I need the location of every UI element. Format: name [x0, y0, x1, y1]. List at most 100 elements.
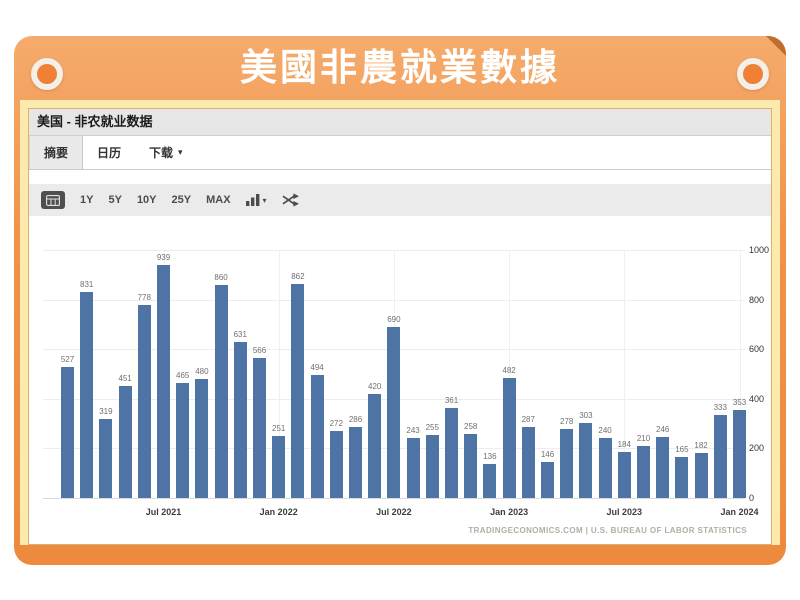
- corner-fold-decoration: [766, 36, 786, 56]
- bar-chart-type-icon: [245, 194, 259, 206]
- x-axis-baseline: [43, 498, 745, 499]
- y-tick-label: 600: [749, 344, 765, 355]
- compare-shuffle-icon[interactable]: [282, 193, 301, 207]
- page-title: 美國非農就業數據: [240, 45, 560, 89]
- range-25y-button[interactable]: 25Y: [171, 194, 192, 206]
- bar[interactable]: [579, 422, 593, 498]
- tab-calendar-label: 日历: [97, 146, 122, 160]
- bar-value-label: 255: [425, 422, 439, 432]
- bar-chart: TRADINGECONOMICS.COM | U.S. BUREAU OF LA…: [29, 109, 773, 546]
- bar[interactable]: [483, 464, 497, 498]
- range-max-button[interactable]: MAX: [206, 194, 231, 206]
- y-tick-label: 400: [749, 393, 765, 404]
- bar[interactable]: [176, 382, 190, 498]
- bar-value-label: 778: [137, 293, 151, 303]
- bar-value-label: 243: [406, 425, 420, 435]
- bar[interactable]: [713, 415, 727, 498]
- bar[interactable]: [502, 378, 516, 498]
- x-tick-label: Jul 2022: [376, 507, 412, 517]
- bar[interactable]: [349, 427, 362, 498]
- bar-value-label: 353: [732, 398, 747, 408]
- range-5y-button[interactable]: 5Y: [108, 194, 122, 206]
- bar[interactable]: [195, 378, 209, 498]
- bar-value-label: 480: [195, 366, 209, 376]
- bar-value-label: 184: [617, 440, 631, 450]
- bar[interactable]: [445, 408, 458, 498]
- bar[interactable]: [541, 461, 554, 498]
- bar[interactable]: [80, 291, 94, 498]
- gridline-y: [43, 250, 745, 251]
- bar[interactable]: [598, 438, 612, 498]
- tab-summary[interactable]: 摘要: [29, 136, 84, 169]
- title-band: 美國非農就業數據: [14, 36, 786, 100]
- bar[interactable]: [387, 326, 401, 498]
- bar-value-label: 136: [483, 452, 497, 462]
- bar[interactable]: [329, 430, 343, 498]
- bar[interactable]: [61, 367, 74, 498]
- range-1y-button[interactable]: 1Y: [80, 194, 94, 206]
- bar-value-label: 482: [502, 366, 516, 376]
- bar[interactable]: [310, 375, 324, 498]
- bar-value-label: 566: [252, 345, 267, 355]
- source-credit: TRADINGECONOMICS.COM | U.S. BUREAU OF LA…: [468, 526, 747, 535]
- calendar-button[interactable]: [41, 191, 65, 209]
- ring-decoration-left: [31, 58, 63, 90]
- bar[interactable]: [233, 341, 247, 498]
- bar-value-label: 182: [694, 440, 708, 450]
- tab-summary-label: 摘要: [44, 146, 69, 160]
- bar[interactable]: [656, 436, 670, 498]
- bar-value-label: 939: [156, 253, 171, 263]
- bar[interactable]: [617, 452, 631, 498]
- bar[interactable]: [253, 357, 266, 498]
- x-tick-label: Jan 2022: [259, 507, 298, 517]
- bar[interactable]: [637, 445, 650, 498]
- x-tick-label: Jan 2023: [490, 507, 529, 517]
- bar[interactable]: [675, 457, 689, 498]
- chart-type-button[interactable]: ▾: [245, 194, 267, 206]
- chart-panel: 美国 - 非农就业数据 摘要 日历 下载 ▾: [28, 108, 772, 545]
- bar-value-label: 319: [99, 406, 113, 416]
- bar-value-label: 631: [233, 329, 247, 339]
- x-tick-label: Jul 2023: [606, 507, 643, 517]
- tab-calendar[interactable]: 日历: [83, 136, 135, 169]
- chevron-down-icon: ▾: [262, 195, 267, 205]
- bar[interactable]: [214, 284, 228, 498]
- bar[interactable]: [425, 434, 439, 498]
- bar[interactable]: [137, 305, 151, 498]
- gridline-y: [43, 299, 745, 301]
- bar-value-label: 333: [713, 403, 727, 413]
- bar[interactable]: [291, 284, 305, 498]
- bar-value-label: 210: [636, 433, 651, 443]
- bar[interactable]: [118, 386, 132, 498]
- bar-value-label: 286: [348, 415, 363, 425]
- bar[interactable]: [521, 426, 535, 498]
- bar-value-label: 465: [176, 370, 190, 380]
- bar[interactable]: [157, 265, 170, 498]
- y-tick-label: 200: [749, 443, 765, 454]
- bar[interactable]: [99, 418, 113, 498]
- calendar-icon: [46, 194, 60, 206]
- poster-frame: 美國非農就業數據 美国 - 非农就业数据 摘要 日历 下载 ▾: [14, 36, 786, 565]
- range-10y-button[interactable]: 10Y: [136, 194, 157, 206]
- x-tick-label: Jan 2024: [720, 507, 759, 517]
- bar-value-label: 303: [579, 410, 593, 420]
- widget-title: 美国 - 非农就业数据: [29, 109, 771, 136]
- bar[interactable]: [560, 429, 574, 498]
- bar-value-label: 420: [368, 381, 382, 391]
- bar-value-label: 287: [521, 414, 535, 424]
- bar[interactable]: [272, 435, 286, 498]
- bar-value-label: 246: [656, 424, 670, 434]
- tab-download-label: 下载: [149, 146, 174, 160]
- bar[interactable]: [406, 437, 420, 498]
- tab-download[interactable]: 下载 ▾: [135, 136, 197, 169]
- bar-value-label: 361: [444, 396, 459, 406]
- bar-value-label: 690: [387, 314, 401, 324]
- bar[interactable]: [733, 410, 746, 498]
- tab-bar: 摘要 日历 下载 ▾: [29, 136, 771, 170]
- bar-value-label: 165: [675, 445, 689, 455]
- bar-value-label: 527: [60, 355, 75, 365]
- y-tick-label: 1000: [749, 245, 770, 255]
- bar[interactable]: [464, 434, 478, 498]
- bar[interactable]: [694, 452, 708, 498]
- bar[interactable]: [368, 393, 382, 498]
